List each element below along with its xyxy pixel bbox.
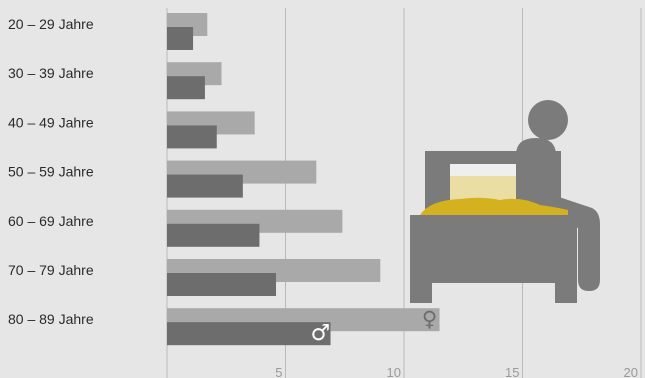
category-label: 60 – 69 Jahre [8, 213, 94, 229]
x-tick-label: 5 [275, 365, 282, 378]
x-tick-label: 10 [387, 365, 401, 378]
category-label: 70 – 79 Jahre [8, 262, 94, 278]
bar-layer: ♀♂ [167, 13, 440, 346]
bar-male [167, 273, 277, 296]
category-label: 50 – 59 Jahre [8, 164, 94, 180]
bar-male [167, 223, 260, 247]
x-axis-ticks: 5 10 15 20 [275, 365, 638, 378]
female-symbol-icon: ♀ [422, 307, 437, 331]
category-label: 80 – 89 Jahre [8, 311, 94, 327]
category-label: 20 – 29 Jahre [8, 16, 94, 32]
category-label: 30 – 39 Jahre [8, 65, 94, 81]
male-symbol-icon: ♂ [311, 321, 331, 346]
patient-in-bed-icon [410, 100, 600, 303]
bar-male [167, 322, 331, 346]
bar-male [167, 76, 205, 100]
bar-male [167, 174, 243, 198]
bar-male [167, 125, 217, 149]
x-tick-label: 15 [505, 365, 519, 378]
x-tick-label: 20 [624, 365, 638, 378]
bar-male [167, 27, 194, 50]
category-label: 40 – 49 Jahre [8, 114, 94, 130]
category-labels: 20 – 29 Jahre 30 – 39 Jahre 40 – 49 Jahre 5… [8, 16, 94, 327]
